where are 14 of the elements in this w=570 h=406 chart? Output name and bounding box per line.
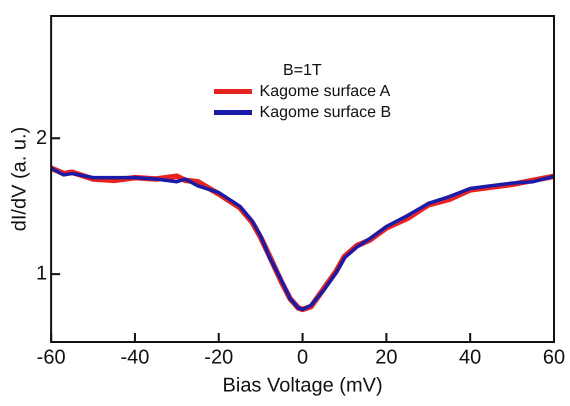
y-tick-label: 2	[36, 126, 48, 149]
x-tick-label: 0	[297, 346, 308, 369]
x-tick-label: 20	[375, 346, 398, 369]
x-tick-label: -20	[204, 346, 234, 369]
y-tick-label: 1	[36, 262, 48, 285]
y-axis-title: dI/dV (a. u.)	[8, 126, 31, 232]
legend-label: Kagome surface A	[260, 82, 390, 102]
x-tick-label: 40	[459, 346, 482, 369]
x-tick-label: 60	[542, 346, 566, 369]
x-tick-label: -60	[36, 346, 66, 369]
legend-title: B=1T	[282, 61, 323, 81]
legend-label: Kagome surface B	[260, 103, 392, 123]
x-tick-label: -40	[120, 346, 150, 369]
x-axis-title: Bias Voltage (mV)	[222, 374, 383, 397]
